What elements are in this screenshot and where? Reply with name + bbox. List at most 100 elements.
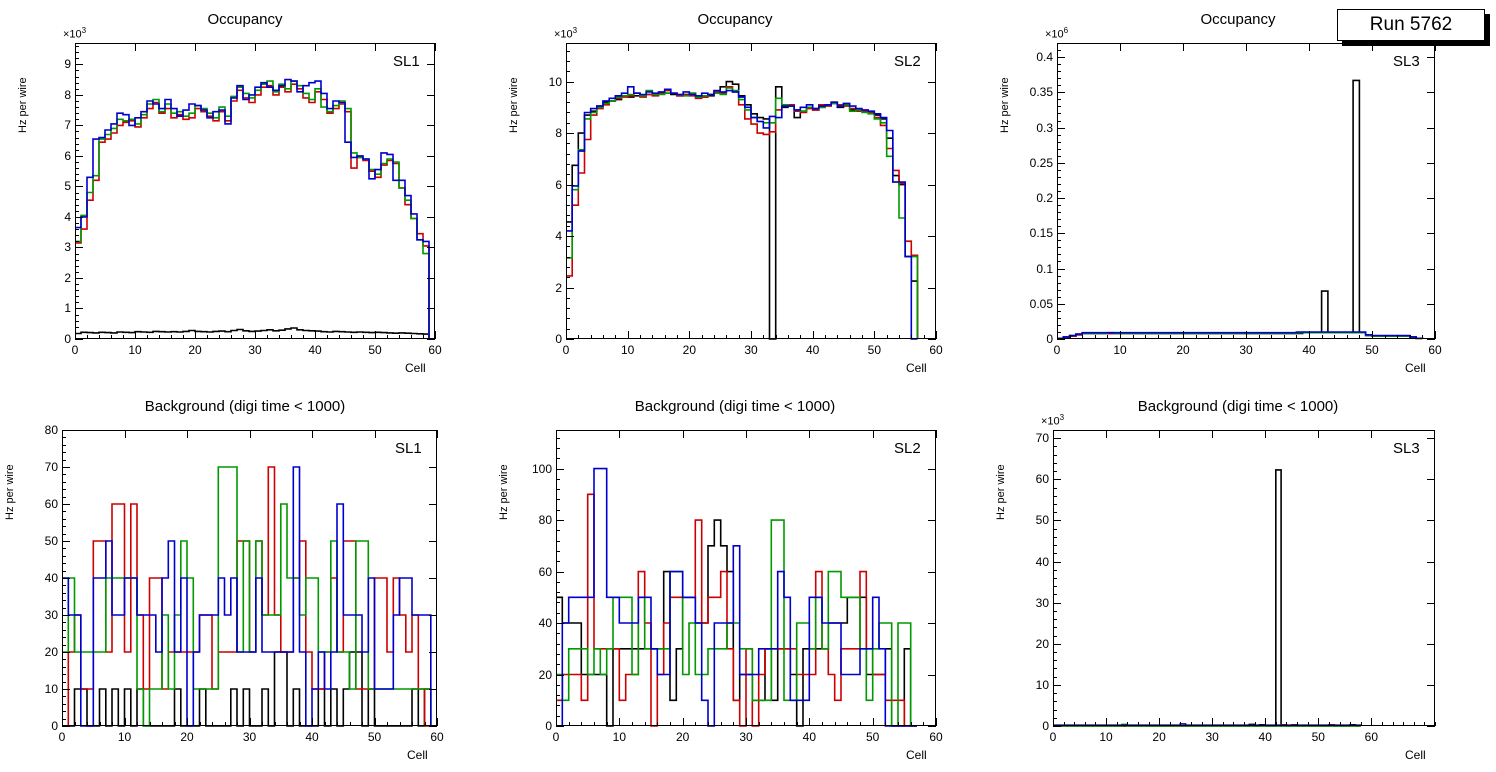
x-tick-label: 20 [682, 343, 697, 357]
x-tick-mark-top [435, 43, 436, 51]
series-4 [566, 86, 918, 340]
x-minor-tick [1094, 335, 1096, 339]
x-minor-tick [1053, 722, 1054, 726]
y-tick-mark-right [429, 504, 437, 505]
y-minor-tick [556, 478, 560, 480]
x-minor-tick [603, 335, 604, 339]
y-minor-tick [1057, 99, 1061, 101]
y-minor-tick [1053, 676, 1057, 678]
panel-title: Occupancy [207, 11, 283, 28]
x-tick-label: 60 [430, 730, 444, 744]
x-minor-tick [1201, 722, 1203, 726]
x-tick-mark-top [1120, 43, 1121, 51]
x-minor-tick [657, 722, 659, 726]
x-tick-mark-top [1159, 430, 1161, 438]
x-tick-label: 0 [1053, 343, 1061, 357]
y-tick-mark [1053, 684, 1061, 686]
y-tick-label: 9 [64, 57, 71, 72]
x-minor-tick [149, 722, 151, 726]
x-minor-tick [910, 722, 912, 726]
x-minor-tick [812, 335, 814, 339]
y-minor-tick [1057, 78, 1061, 80]
y-minor-tick [75, 241, 79, 243]
panel-background-sl1[interactable]: Background (digi time < 1000) Hz per wire… [0, 386, 490, 772]
y-tick-mark-right [928, 339, 936, 340]
y-tick-mark [566, 236, 574, 238]
y-tick-mark [62, 467, 70, 468]
panel-occupancy-sl1[interactable]: Occupancy ×103 Hz per wire SL1 0 1 2 3 4 5 6 7 8 9 0 10… [0, 0, 490, 386]
panel-occupancy-sl3[interactable]: Occupancy ×106 Hz per wire SL3 0 0.05 0.1 0.15 0… [980, 0, 1496, 386]
y-tick-mark-right [928, 726, 936, 727]
x-tick-label: 50 [865, 730, 880, 744]
x-minor-tick [936, 722, 937, 726]
y-minor-tick [1057, 127, 1061, 129]
y-axis-label: Hz per wire [498, 464, 510, 520]
y-minor-tick [75, 113, 79, 115]
y-tick-label: 0.05 [1029, 296, 1053, 311]
y-minor-tick [556, 540, 560, 542]
y-minor-tick [1057, 331, 1061, 333]
y-minor-tick [75, 149, 79, 151]
x-tick-mark-top [746, 430, 747, 438]
y-axis-label: Hz per wire [4, 464, 16, 520]
x-tick-mark-top [556, 430, 557, 438]
y-tick-mark-right [928, 520, 936, 522]
x-minor-tick [923, 335, 925, 339]
y-tick-label: 0.4 [1036, 50, 1053, 65]
y-tick-mark-right [928, 133, 936, 135]
y-minor-tick [1053, 610, 1057, 612]
y-minor-tick [556, 602, 560, 604]
y-minor-tick [75, 58, 79, 60]
y-minor-tick [75, 100, 79, 102]
x-minor-tick [199, 722, 201, 726]
panel-background-sl3[interactable]: Background (digi time < 1000) ×103 Hz per … [980, 386, 1496, 772]
x-tick-mark-top [187, 430, 188, 438]
panel-occupancy-sl2[interactable]: Occupancy ×103 Hz per wire SL2 0 2 4 6 8 10 0 10 20 3… [490, 0, 980, 386]
y-minor-tick [1053, 701, 1057, 703]
x-minor-tick [74, 722, 76, 726]
x-minor-tick [412, 722, 413, 726]
x-minor-tick [62, 722, 63, 726]
plot-frame [1057, 43, 1435, 339]
y-tick-mark-right [1427, 520, 1435, 522]
x-tick-label: 30 [242, 730, 257, 744]
x-minor-tick [124, 722, 126, 726]
series-4 [62, 466, 432, 727]
x-tick-mark-top [751, 43, 752, 51]
x-tick-mark-top [874, 43, 876, 51]
x-minor-tick [763, 335, 765, 339]
x-minor-tick [847, 722, 849, 726]
y-minor-tick [1057, 64, 1061, 66]
y-minor-tick [1053, 569, 1057, 571]
panel-title: Background (digi time < 1000) [634, 398, 836, 415]
x-minor-tick [809, 722, 811, 726]
x-minor-tick [1137, 722, 1139, 726]
y-minor-tick [1053, 545, 1057, 547]
y-minor-tick [1057, 310, 1061, 312]
y-minor-tick [566, 318, 570, 320]
y-tick-label: 0.15 [1029, 226, 1053, 241]
x-tick-mark-top [312, 430, 313, 438]
axis-exponent: ×103 [1041, 413, 1065, 428]
y-tick-mark [75, 125, 83, 127]
x-minor-tick [898, 722, 899, 726]
x-tick-label: 50 [867, 343, 882, 357]
y-minor-tick [556, 715, 560, 717]
y-minor-tick [62, 592, 66, 594]
y-minor-tick [556, 592, 560, 594]
histogram-canvas [62, 466, 432, 727]
x-tick-mark-top [249, 430, 251, 438]
panel-background-sl2[interactable]: Background (digi time < 1000) Hz per wire… [490, 386, 980, 772]
x-minor-tick [1145, 335, 1147, 339]
y-minor-tick [75, 320, 79, 322]
run-label-text: Run 5762 [1369, 14, 1453, 35]
y-tick-label: 80 [44, 423, 58, 437]
x-minor-tick [1069, 335, 1071, 339]
x-minor-tick [1169, 722, 1171, 726]
y-minor-tick [62, 541, 66, 542]
y-tick-mark [1053, 602, 1061, 604]
x-tick-label: 40 [305, 730, 319, 744]
y-tick-mark-right [928, 468, 936, 470]
x-minor-tick [837, 335, 839, 339]
y-tick-mark-right [1427, 684, 1435, 686]
